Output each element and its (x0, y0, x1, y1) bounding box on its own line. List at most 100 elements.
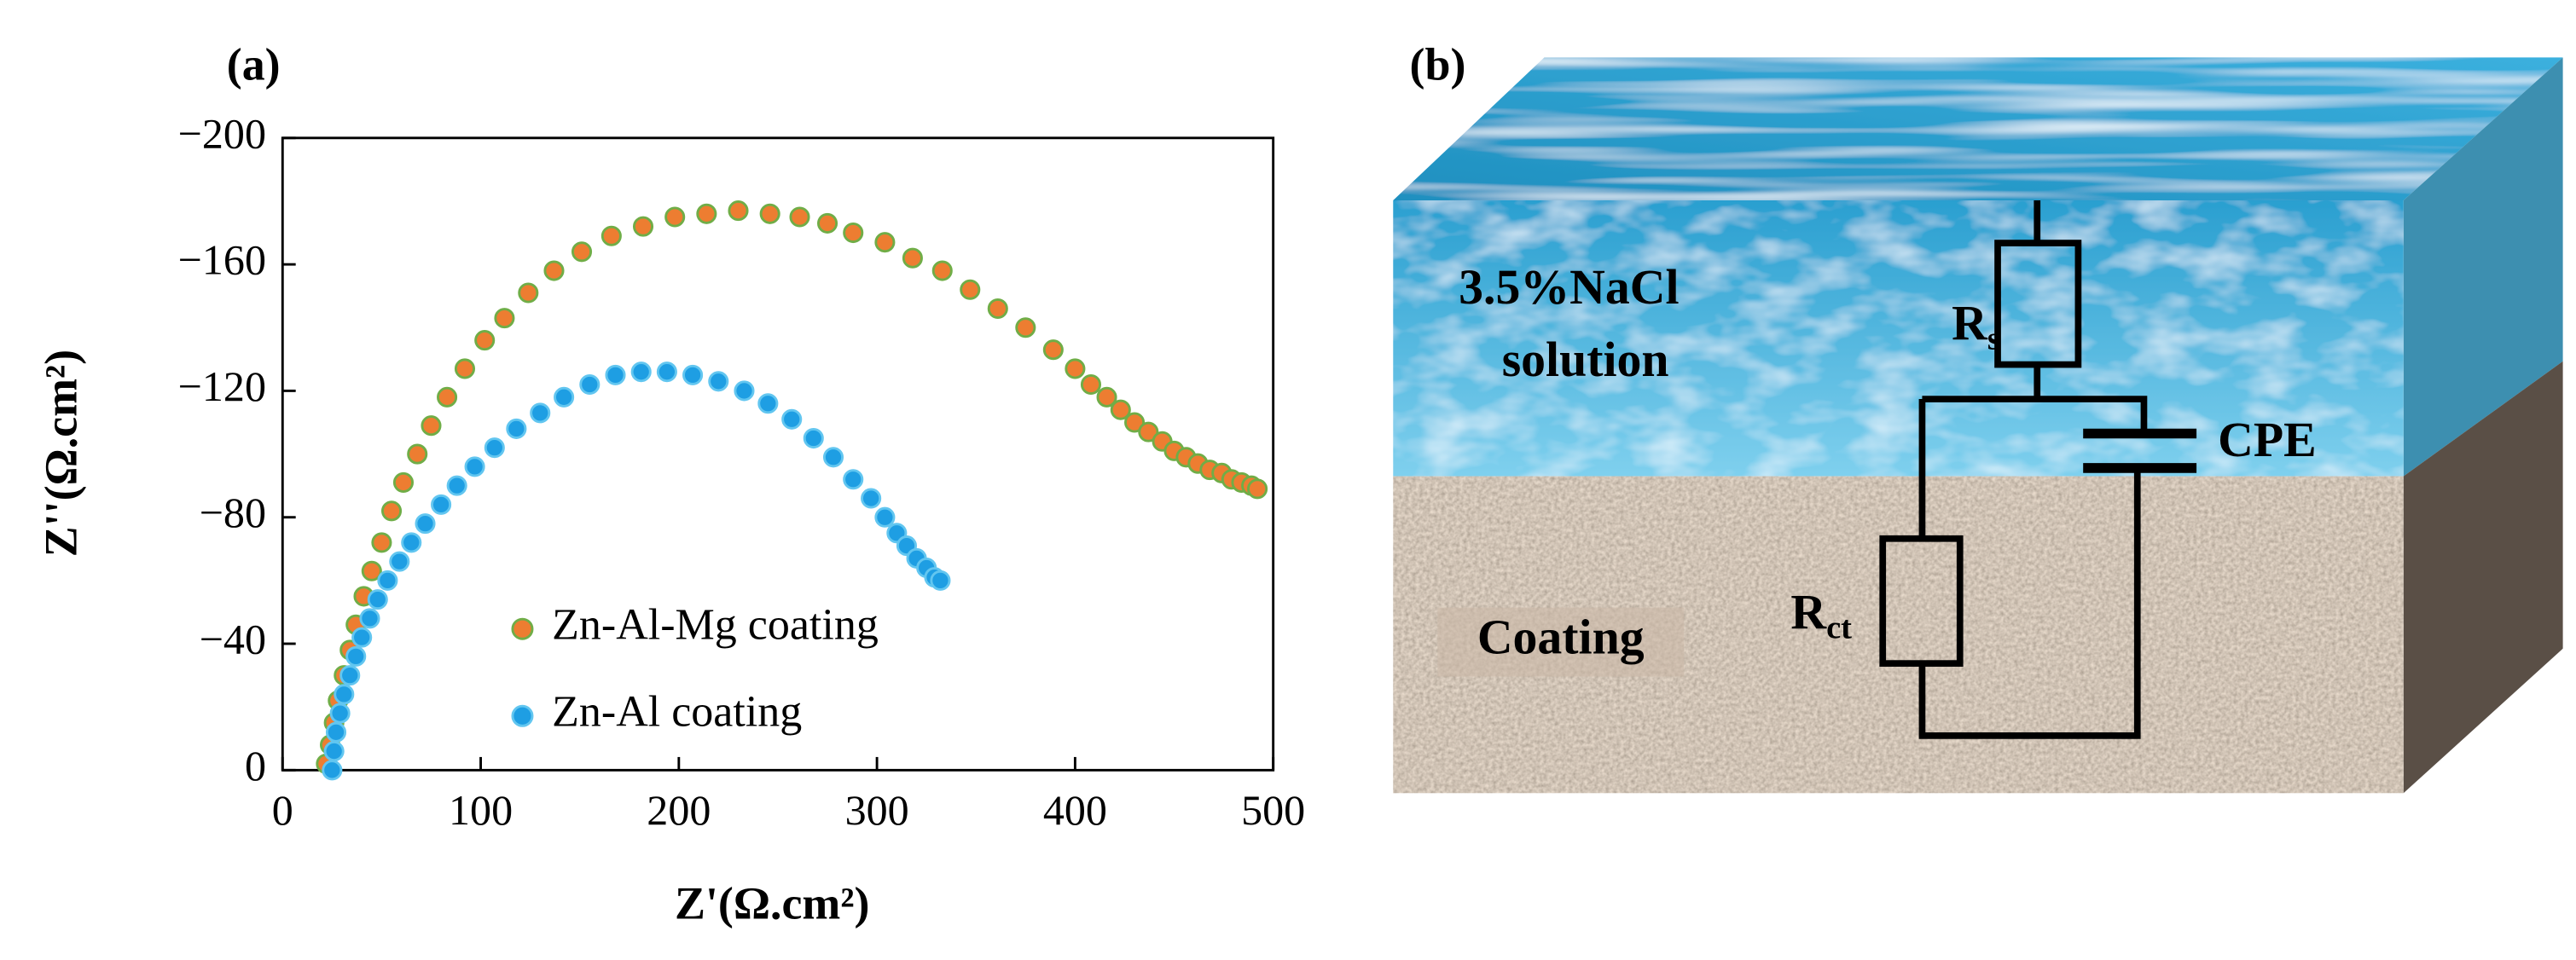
data-point (421, 415, 442, 437)
data-point (902, 247, 923, 269)
data-point (861, 488, 882, 509)
data-point (605, 364, 626, 385)
data-point (494, 308, 515, 329)
data-point (1015, 317, 1036, 338)
data-point (734, 380, 755, 402)
data-point (329, 703, 351, 724)
legend-label: Zn-Al-Mg coating (552, 601, 879, 650)
x-tick-label: 100 (449, 786, 513, 834)
legend-marker (511, 617, 534, 640)
data-point (874, 506, 896, 528)
legend-marker (511, 704, 534, 727)
y-tick-label: −80 (200, 489, 266, 536)
data-point (1110, 399, 1131, 420)
data-point (401, 532, 422, 553)
data-point (446, 475, 467, 496)
data-point (843, 223, 864, 244)
data-point (371, 532, 392, 553)
component-label: Rct (1790, 586, 1852, 645)
component-subscript: ct (1826, 610, 1852, 645)
data-point (543, 260, 565, 281)
data-point (664, 206, 686, 228)
x-tick-label: 300 (845, 786, 909, 834)
data-point (817, 212, 838, 234)
data-point (367, 589, 388, 610)
data-point (389, 551, 410, 572)
component-symbol: R (1790, 586, 1827, 639)
data-point (431, 494, 452, 515)
data-point (407, 443, 428, 465)
label-backdrop (1437, 607, 1685, 677)
solution-label: 3.5%NaCl (1459, 261, 1679, 315)
data-point (464, 456, 485, 477)
x-axis-label: Z'(Ω.cm²) (675, 877, 869, 928)
data-point (843, 469, 864, 490)
data-point (1247, 478, 1268, 500)
data-point (822, 447, 844, 468)
data-point (325, 721, 347, 743)
component-subscript: s (1987, 321, 2000, 356)
chart-title: (a) (227, 38, 281, 90)
water-top-face (1393, 57, 2563, 200)
y-tick-label: 0 (245, 742, 266, 789)
data-point (600, 225, 622, 246)
data-point (930, 570, 951, 591)
data-point (339, 665, 361, 686)
data-point (781, 408, 803, 430)
data-point (474, 330, 496, 351)
data-point (759, 203, 780, 224)
layer-diagram: (b) 3.5%NaCl solution Coating Rs CPE Rct (1393, 38, 2563, 794)
x-tick-label: 400 (1043, 786, 1107, 834)
data-point (708, 371, 729, 392)
component-label: CPE (2218, 413, 2317, 467)
x-tick-label: 500 (1241, 786, 1305, 834)
water-front-face (1393, 200, 2404, 477)
data-point (334, 684, 355, 705)
data-point (1138, 421, 1159, 442)
data-point (656, 361, 677, 383)
legend-label: Zn-Al coating (552, 688, 802, 737)
data-point (377, 570, 398, 591)
data-point (322, 760, 343, 781)
data-point (931, 260, 953, 281)
data-point (361, 560, 382, 581)
component-label: Rs (1952, 297, 2000, 356)
y-axis-label: Z''(Ω.cm²) (35, 350, 86, 557)
data-point (454, 358, 476, 379)
data-point (1096, 386, 1117, 408)
coating-side-face (2403, 361, 2563, 794)
data-point (1042, 339, 1064, 361)
data-point (530, 402, 551, 424)
y-tick-label: −200 (178, 109, 266, 157)
data-point (554, 386, 575, 408)
y-tick-label: −120 (178, 362, 266, 410)
data-point (728, 200, 749, 222)
data-point (415, 513, 436, 535)
data-point (789, 206, 810, 228)
data-point (579, 373, 600, 396)
data-point (1080, 373, 1102, 396)
data-point (803, 427, 824, 449)
x-tick-label: 200 (647, 786, 711, 834)
data-point (874, 232, 896, 253)
data-point (380, 500, 403, 522)
data-point (484, 437, 505, 459)
data-point (987, 298, 1008, 320)
data-point (518, 282, 539, 304)
data-point (682, 364, 704, 385)
water-side-face (2403, 57, 2563, 477)
data-point (630, 361, 652, 383)
coating-label: Coating (1477, 610, 1645, 664)
data-point (757, 393, 779, 414)
solution-label: solution (1502, 333, 1669, 387)
data-point (960, 279, 981, 300)
wire (1918, 200, 2148, 739)
x-tick-label: 0 (272, 786, 293, 834)
y-tick-label: −40 (200, 616, 266, 663)
data-point (1124, 412, 1146, 433)
panel-label: (b) (1410, 38, 1466, 90)
resistor (1879, 535, 1964, 667)
data-point (345, 645, 367, 667)
